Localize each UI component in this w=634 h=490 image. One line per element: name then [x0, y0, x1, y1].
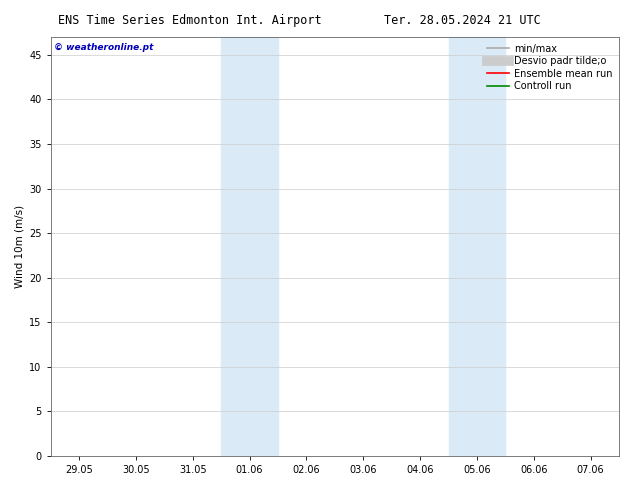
Text: © weatheronline.pt: © weatheronline.pt	[53, 43, 153, 52]
Bar	[221, 37, 278, 456]
Text: ENS Time Series Edmonton Int. Airport: ENS Time Series Edmonton Int. Airport	[58, 14, 322, 27]
Bar	[448, 37, 505, 456]
Legend: min/max, Desvio padr tilde;o, Ensemble mean run, Controll run: min/max, Desvio padr tilde;o, Ensemble m…	[486, 42, 614, 93]
Y-axis label: Wind 10m (m/s): Wind 10m (m/s)	[15, 205, 25, 288]
Text: Ter. 28.05.2024 21 UTC: Ter. 28.05.2024 21 UTC	[384, 14, 541, 27]
